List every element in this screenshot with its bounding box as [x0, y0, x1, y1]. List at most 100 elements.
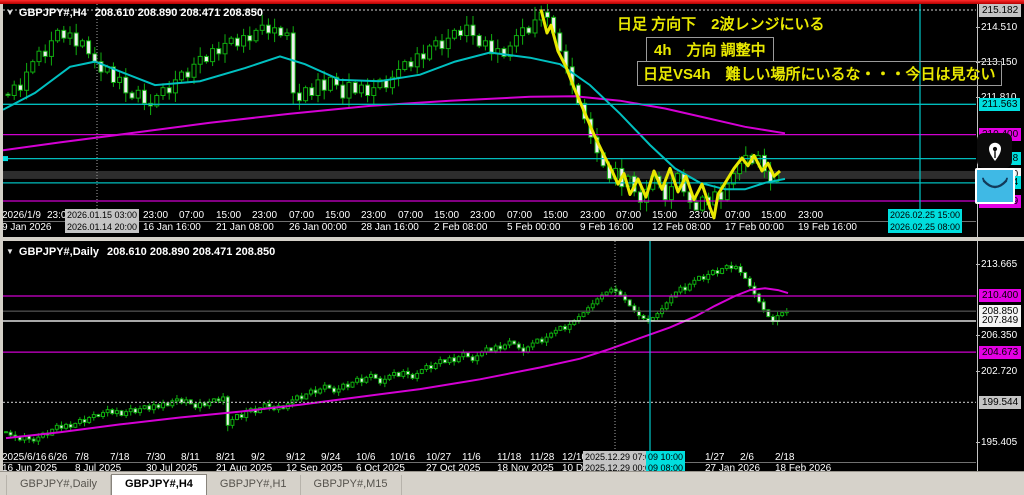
- smile-icon[interactable]: [975, 168, 1015, 204]
- candle-body: [452, 357, 457, 363]
- time-axis-label: 09 10:00: [646, 451, 686, 463]
- candle-body: [225, 396, 230, 426]
- candle-body: [156, 404, 161, 409]
- candle-body: [507, 340, 512, 346]
- tab-gbpjpy-h4[interactable]: GBPJPY#,H4: [111, 474, 207, 495]
- time-axis-label: 23:00: [798, 210, 824, 221]
- time-axis-label: 23:00: [252, 210, 278, 221]
- candle-body: [77, 418, 82, 424]
- candle-body: [456, 356, 461, 363]
- candle-body: [147, 405, 152, 411]
- window-splitter-handle[interactable]: [0, 237, 1024, 241]
- candle-body: [408, 61, 414, 68]
- candle-body: [438, 359, 443, 365]
- candle-body: [98, 61, 104, 73]
- candle-body: [340, 84, 346, 99]
- tab-gbpjpy-daily[interactable]: GBPJPY#,Daily: [6, 475, 112, 495]
- candle-body: [359, 377, 364, 383]
- candle-body: [743, 271, 748, 279]
- candle-body: [757, 293, 762, 303]
- candle-body: [424, 365, 429, 370]
- candle-body: [673, 291, 678, 298]
- time-axis-label: 28 Jan 16:00: [361, 222, 419, 233]
- time-axis-label: 10/27: [426, 452, 452, 463]
- candle-body: [304, 393, 309, 400]
- time-axis-label: 17 Feb 00:00: [725, 222, 784, 233]
- chart-dropdown-icon[interactable]: ▼: [6, 8, 14, 17]
- time-axis-label: 27 Jan 2026: [705, 463, 761, 474]
- time-axis-label: 9/12: [286, 452, 306, 463]
- candle-body: [371, 87, 377, 96]
- candle-body: [247, 35, 253, 42]
- candle-body: [557, 32, 563, 52]
- candle-body: [377, 79, 383, 89]
- candle-body: [239, 414, 244, 419]
- chart-dropdown-icon[interactable]: ▼: [6, 247, 14, 256]
- candle-body: [733, 266, 738, 270]
- time-axis-line: [3, 462, 976, 463]
- candle-body: [632, 305, 637, 312]
- candle-body: [567, 323, 572, 330]
- candle-body: [761, 301, 766, 311]
- candle-body: [105, 409, 110, 414]
- candle-body: [235, 414, 239, 420]
- candle-body: [701, 275, 706, 280]
- time-axis-label: 9 Feb 16:00: [580, 222, 634, 233]
- time-axis-label: 2026.01.14 20:00: [65, 221, 140, 233]
- candle-body: [86, 40, 92, 55]
- candle-body: [539, 338, 544, 343]
- candle-body: [110, 409, 115, 415]
- candle-body: [410, 373, 415, 379]
- tab-gbpjpy-h1[interactable]: GBPJPY#,H1: [207, 475, 301, 495]
- candle-body: [358, 84, 364, 94]
- candle-body: [174, 398, 179, 402]
- pen-icon[interactable]: [977, 133, 1012, 168]
- candle-body: [513, 35, 519, 47]
- time-axis-label: 9/24: [321, 452, 341, 463]
- candle-body: [54, 424, 59, 430]
- candle-body: [230, 418, 235, 426]
- candle-body: [309, 87, 315, 96]
- price-label: 213.150: [975, 57, 1018, 69]
- candle-body: [142, 405, 147, 410]
- candle-body: [445, 37, 451, 50]
- time-axis-label: 15:00: [543, 210, 569, 221]
- candle-body: [729, 265, 734, 270]
- candle-body: [222, 42, 228, 55]
- time-axis-label: 18 Feb 2026: [775, 463, 832, 474]
- candle-body: [530, 342, 535, 348]
- candle-body: [526, 27, 532, 34]
- time-axis-label: 12 Sep 2025: [286, 463, 343, 474]
- candle-body: [96, 414, 101, 418]
- candle-body: [458, 29, 464, 37]
- candle-body: [210, 48, 216, 63]
- time-axis-label: 12 Feb 08:00: [652, 222, 711, 233]
- candle-body: [544, 11, 550, 18]
- daily-plot-area[interactable]: [3, 241, 976, 452]
- candle-body: [170, 400, 175, 407]
- candle-body: [623, 294, 628, 301]
- candle-body: [82, 418, 87, 423]
- time-axis-label: 23:00: [470, 210, 496, 221]
- candle-body: [313, 389, 318, 394]
- time-axis-label: 2026.01.15 03:00: [65, 209, 140, 221]
- candle-body: [101, 412, 106, 418]
- candle-body: [378, 377, 383, 384]
- candle-body: [389, 76, 395, 89]
- candle-body: [92, 53, 98, 63]
- h4-plot-area[interactable]: [3, 3, 976, 212]
- candle-body: [295, 395, 300, 401]
- tab-gbpjpy-m15[interactable]: GBPJPY#,M15: [301, 475, 402, 495]
- annotation-daily-vs-4h: 日足VS4h 難しい場所にいるな・・・今日は見ない: [637, 61, 1002, 86]
- annotation-daily-direction: 日足 方向下 2波レンジにいる: [617, 16, 825, 33]
- candle-body: [36, 50, 42, 63]
- candle-body: [401, 370, 406, 377]
- candle-body: [133, 408, 138, 414]
- candle-body: [558, 325, 563, 331]
- time-axis-label: 9 Jan 2026: [2, 222, 52, 233]
- candle-body: [5, 93, 11, 96]
- candle-body: [502, 344, 507, 350]
- candle-body: [549, 332, 554, 338]
- candle-body: [396, 371, 401, 377]
